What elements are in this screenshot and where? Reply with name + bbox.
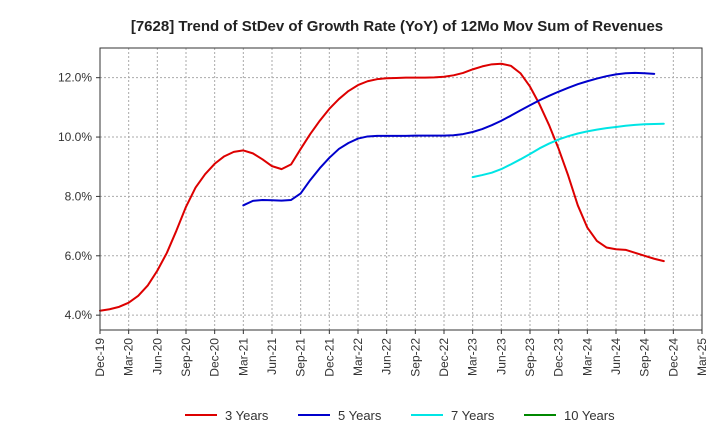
chart-title: [7628] Trend of StDev of Growth Rate (Yo… <box>131 18 663 35</box>
x-tick-label: Dec-23 <box>552 338 566 377</box>
legend-label: 7 Years <box>451 408 495 423</box>
x-tick-label: Dec-22 <box>437 338 451 377</box>
legend-label: 10 Years <box>564 408 615 423</box>
y-tick-label: 6.0% <box>65 249 93 263</box>
y-tick-label: 10.0% <box>58 130 92 144</box>
x-tick-label: Jun-21 <box>265 338 279 375</box>
legend: 3 Years 5 Years 7 Years 10 Years <box>185 408 615 423</box>
x-tick-label: Mar-23 <box>466 338 480 376</box>
x-tick-label: Sep-20 <box>179 338 193 377</box>
grid <box>99 48 703 330</box>
series-line-5-years <box>242 71 656 207</box>
x-tick-label: Mar-20 <box>122 338 136 376</box>
plot-frame <box>99 47 703 331</box>
x-tick-label: Sep-23 <box>523 338 537 377</box>
x-tick-label: Jun-20 <box>150 338 164 375</box>
x-tick-label: Dec-21 <box>322 338 336 377</box>
x-tick-label: Dec-24 <box>666 338 680 377</box>
x-tick-label: Jun-22 <box>380 338 394 375</box>
x-tick-label: Mar-22 <box>351 338 365 376</box>
y-tick-label: 8.0% <box>65 189 93 203</box>
series-line-7-years <box>471 122 665 179</box>
x-tick-label: Mar-21 <box>236 338 250 376</box>
series-line-3-years <box>99 62 665 312</box>
legend-label: 5 Years <box>338 408 382 423</box>
x-tick-label: Mar-25 <box>695 338 709 376</box>
x-tick-label: Sep-22 <box>408 338 422 377</box>
legend-label: 3 Years <box>225 408 269 423</box>
x-tick-label: Dec-19 <box>93 338 107 377</box>
x-tick-label: Sep-24 <box>638 338 652 377</box>
x-tick-label: Jun-23 <box>494 338 508 375</box>
x-tick-label: Jun-24 <box>609 338 623 375</box>
x-axis: Dec-19 Mar-20 Jun-20 Sep-20 Dec-20 Mar-21 Jun-… <box>93 330 709 377</box>
series-layer <box>99 62 665 312</box>
y-axis: 4.0% 6.0% 8.0% 10.0% 12.0% <box>58 71 100 322</box>
x-tick-label: Sep-21 <box>294 338 308 377</box>
y-tick-label: 12.0% <box>58 71 92 85</box>
x-tick-label: Mar-24 <box>580 338 594 376</box>
y-tick-label: 4.0% <box>65 308 93 322</box>
x-tick-label: Dec-20 <box>208 338 222 377</box>
